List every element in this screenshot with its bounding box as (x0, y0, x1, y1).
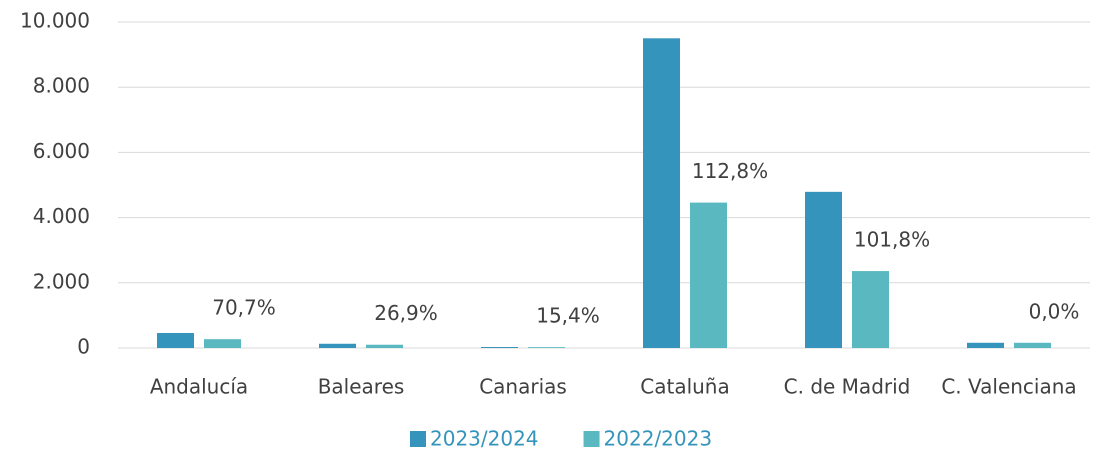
bar (805, 191, 842, 348)
annotation: 101,8% (854, 228, 930, 252)
bar (204, 339, 241, 348)
bar (366, 344, 403, 348)
x-tick-label: Baleares (318, 375, 405, 399)
y-tick-label: 10.000 (20, 9, 90, 33)
bar (481, 347, 518, 348)
x-tick-label: C. Valenciana (941, 375, 1076, 399)
x-tick-label: Andalucía (150, 375, 248, 399)
bar (643, 38, 680, 349)
annotation: 70,7% (212, 296, 276, 320)
legend-swatch (583, 431, 600, 447)
y-tick-label: 4.000 (33, 204, 90, 228)
y-tick-label: 2.000 (33, 269, 90, 293)
y-tick-label: 0 (77, 335, 90, 359)
legend-label: 2022/2023 (604, 427, 713, 450)
bar (1014, 342, 1051, 348)
annotation: 0,0% (1029, 299, 1080, 323)
annotation: 112,8% (692, 159, 768, 183)
bar (690, 202, 727, 348)
legend-label: 2023/2024 (430, 427, 539, 450)
x-tick-label: C. de Madrid (784, 375, 911, 399)
bar (157, 333, 194, 348)
legend-swatch (410, 431, 426, 447)
y-tick-label: 6.000 (33, 139, 90, 163)
bar (967, 342, 1004, 348)
x-tick-label: Cataluña (640, 375, 729, 399)
bar (528, 347, 565, 348)
x-tick-label: Canarias (479, 375, 567, 399)
bar (852, 271, 889, 348)
bar (319, 343, 356, 348)
annotation: 15,4% (536, 304, 600, 328)
y-tick-label: 8.000 (33, 74, 90, 98)
annotation: 26,9% (374, 301, 438, 325)
